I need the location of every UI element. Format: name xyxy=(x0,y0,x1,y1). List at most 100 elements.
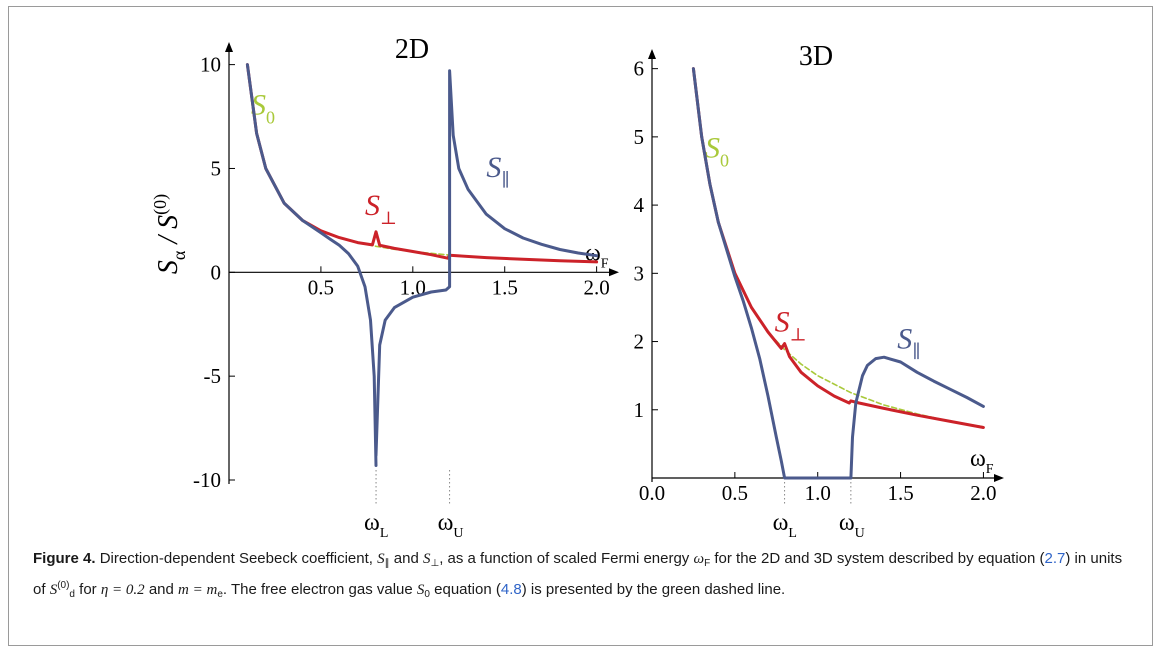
marker-label-3d-sub: U xyxy=(855,526,865,540)
y-tick-label-2d: 10 xyxy=(200,53,221,77)
caption-text-8: . The free electron gas value xyxy=(222,581,417,598)
series-label-S_perp-3d: S⊥ xyxy=(775,305,807,344)
caption-s-par: S xyxy=(377,551,385,567)
y-axis-label-part: (0) xyxy=(150,194,171,215)
x-tick-label-3d: 2.0 xyxy=(970,481,996,505)
caption-text-6: for xyxy=(74,581,101,598)
series-label-S_par-3d: S∥ xyxy=(897,322,920,361)
series-label-S_par-2d: S∥ xyxy=(486,151,509,190)
caption-text-1: Direction-dependent Seebeck coefficient, xyxy=(99,550,378,567)
y-tick-label-3d: 1 xyxy=(634,398,645,422)
y-tick-label-3d: 5 xyxy=(634,125,645,149)
series-line-S_par-2d xyxy=(374,69,599,457)
y-tick-label-2d: 5 xyxy=(211,156,222,180)
x-axis-label-2d-main: ω xyxy=(585,240,601,266)
caption-label: Figure 4. xyxy=(33,550,96,567)
caption-s-d: S xyxy=(49,582,58,598)
caption-s0: S xyxy=(416,582,425,598)
series-label-S_perp-3d-main: S xyxy=(775,305,790,338)
figure-caption: Figure 4. Direction-dependent Seebeck co… xyxy=(33,548,1128,606)
x-axis-label-2d: ωF xyxy=(585,240,609,271)
caption-text-3: , as a function of scaled Fermi energy xyxy=(439,550,694,567)
series-label-S_par-3d-sub: ∥ xyxy=(912,341,920,361)
series-line-S_perp-2d xyxy=(245,63,599,264)
caption-text-10: ) is presented by the green dashed line. xyxy=(521,581,786,598)
y-axis-label-part: α xyxy=(169,250,189,260)
caption-s-par-sub: ∥ xyxy=(384,558,390,569)
x-tick-label-3d: 0.5 xyxy=(722,481,748,505)
marker-label-3d-sub: L xyxy=(788,526,797,540)
caption-s-d-sup: (0) xyxy=(57,580,70,591)
caption-ref-equation-2-7[interactable]: 2.7 xyxy=(1044,550,1066,567)
series-line-S_perp-3d xyxy=(691,67,985,429)
y-axis-label-part: / S xyxy=(153,215,184,251)
marker-label-3d-main: ω xyxy=(839,510,855,536)
y-axis-arrow-2d xyxy=(225,42,233,52)
series-label-S0-3d: S0 xyxy=(705,131,729,170)
caption-text-9: equation ( xyxy=(429,581,501,598)
caption-text-4: for the 2D and 3D system described by eq… xyxy=(710,550,1045,567)
y-axis-label-text: Sα / S(0) xyxy=(150,194,189,274)
series-line-S0-2d xyxy=(246,63,598,263)
y-axis-label-2d: Sα / S(0) xyxy=(150,194,189,274)
marker-label-2d-main: ω xyxy=(364,510,380,536)
x-axis-label-3d: ωF xyxy=(970,446,994,477)
series-label-S_par-2d-sub: ∥ xyxy=(501,170,509,190)
series-line-S_par-3d xyxy=(691,67,985,480)
series-label-S0-3d-main: S xyxy=(705,131,720,164)
y-tick-label-3d: 6 xyxy=(634,57,645,81)
caption-omega-sub: F xyxy=(704,558,711,569)
x-axis-arrow-2d xyxy=(609,268,619,277)
caption-omega: ω xyxy=(693,551,705,567)
x-tick-label-2d: 0.5 xyxy=(308,275,334,299)
caption-s-perp-sub: ⊥ xyxy=(430,558,440,569)
marker-label-3d: ωU xyxy=(839,510,865,540)
figure-frame xyxy=(8,6,1153,646)
chart-title-2d: 2D xyxy=(395,34,429,65)
y-axis-label-part: S xyxy=(153,260,184,274)
caption-m: m = m xyxy=(178,582,218,598)
chart-title-3d: 3D xyxy=(799,41,833,72)
marker-label-2d: ωU xyxy=(438,510,464,540)
series-label-S_perp-2d-sub: ⊥ xyxy=(380,208,397,228)
x-axis-label-3d-sub: F xyxy=(986,462,994,477)
marker-label-3d-main: ω xyxy=(773,510,789,536)
caption-s-perp: S xyxy=(422,551,431,567)
series-label-S_perp-3d-sub: ⊥ xyxy=(790,324,807,344)
caption-m-sub: e xyxy=(217,589,223,600)
marker-label-2d: ωL xyxy=(364,510,388,540)
marker-label-3d: ωL xyxy=(773,510,797,540)
caption-text-7: and xyxy=(144,581,179,598)
x-axis-label-3d-main: ω xyxy=(970,446,986,472)
series-label-S_perp-2d-main: S xyxy=(365,189,380,222)
series-label-S_par-2d-main: S xyxy=(486,151,501,184)
y-tick-label-2d: 0 xyxy=(211,260,222,284)
x-tick-label-3d: 0.0 xyxy=(639,481,665,505)
y-tick-label-3d: 3 xyxy=(634,261,645,285)
caption-s0-sub: 0 xyxy=(424,589,430,600)
series-line-S_par-2d xyxy=(245,63,378,467)
caption-ref-equation-4-8[interactable]: 4.8 xyxy=(500,581,522,598)
marker-label-2d-sub: U xyxy=(453,526,463,540)
x-tick-label-3d: 1.0 xyxy=(805,481,831,505)
caption-s-d-sub: d xyxy=(69,589,75,600)
caption-text-5: ) in units of xyxy=(33,550,1123,598)
marker-label-2d-main: ω xyxy=(438,510,454,536)
y-axis-arrow-3d xyxy=(648,49,656,59)
series-label-S_par-3d-main: S xyxy=(897,322,912,355)
x-tick-label-2d: 1.5 xyxy=(492,275,518,299)
x-axis-label-2d-sub: F xyxy=(601,257,609,272)
caption-text-2: and xyxy=(389,550,423,567)
series-line-S0-3d xyxy=(692,67,985,428)
x-axis-arrow-3d xyxy=(994,474,1004,482)
x-tick-label-3d: 1.5 xyxy=(887,481,913,505)
caption-eta: η = 0.2 xyxy=(100,582,145,598)
marker-label-2d-sub: L xyxy=(380,526,389,540)
series-label-S0-3d-sub: 0 xyxy=(720,150,729,170)
x-tick-label-2d: 2.0 xyxy=(583,275,609,299)
series-label-S_perp-2d: S⊥ xyxy=(365,189,397,228)
y-tick-label-3d: 4 xyxy=(634,193,645,217)
